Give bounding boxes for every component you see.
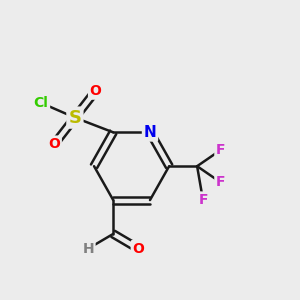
Text: Cl: Cl — [34, 96, 49, 110]
Text: S: S — [68, 109, 81, 127]
Text: H: H — [82, 242, 94, 256]
Text: F: F — [216, 143, 225, 157]
Text: F: F — [216, 176, 225, 189]
Text: F: F — [198, 193, 208, 207]
Text: O: O — [132, 242, 144, 256]
Text: N: N — [144, 125, 156, 140]
Text: O: O — [48, 137, 60, 151]
Text: O: O — [90, 84, 101, 98]
